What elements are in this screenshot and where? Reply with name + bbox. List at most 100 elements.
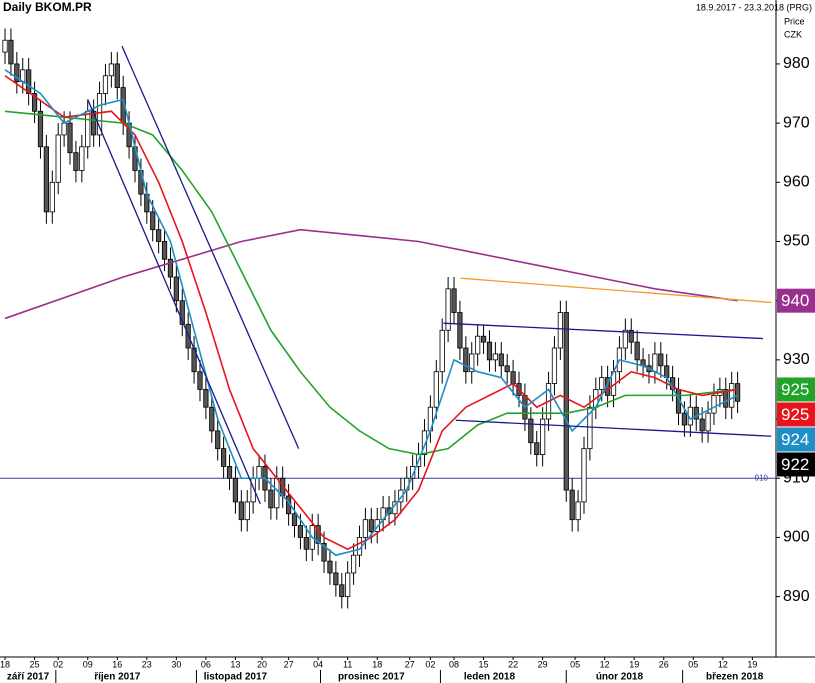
- candle-body: [31, 93, 38, 112]
- date-range: 18.9.2017 - 23.3.2018 (PRG): [696, 2, 812, 12]
- candle-body: [681, 412, 688, 426]
- candle-body: [540, 418, 546, 455]
- x-tick-label: 27: [284, 659, 294, 669]
- candle-body: [256, 466, 262, 479]
- candle-body: [79, 146, 85, 171]
- month-label: březen 2018: [706, 672, 764, 683]
- candle-body: [156, 229, 162, 242]
- candle-body: [179, 300, 185, 325]
- x-tick-label: 16: [112, 659, 122, 669]
- x-tick-label: 18: [372, 659, 382, 669]
- candle-body: [238, 501, 244, 521]
- price-label-box: [777, 377, 815, 402]
- candle-body: [492, 353, 498, 361]
- candle-body: [114, 63, 120, 89]
- candle-body: [563, 312, 569, 491]
- candle-body: [350, 554, 357, 574]
- candle-body: [569, 489, 575, 521]
- price-label-box: [777, 288, 815, 313]
- candle-body: [232, 477, 239, 503]
- x-tick-label: 27: [405, 659, 415, 669]
- candle-body: [61, 122, 67, 136]
- price-label-box: [777, 427, 815, 452]
- candle-body: [173, 276, 179, 302]
- trend-line: [87, 99, 261, 504]
- x-tick-label: 12: [600, 659, 610, 669]
- candle-body: [203, 389, 209, 408]
- candle-body: [226, 466, 233, 479]
- candle-body: [368, 519, 374, 532]
- candle-body: [73, 152, 79, 171]
- candle-body: [705, 412, 711, 432]
- candle-body: [197, 371, 203, 390]
- x-tick-label: 18: [0, 659, 10, 669]
- y-tick-label: 950: [783, 233, 810, 250]
- x-tick-label: 26: [659, 659, 669, 669]
- candle-body: [410, 466, 416, 479]
- candle-body: [693, 406, 699, 420]
- x-tick-label: 05: [688, 659, 698, 669]
- x-tick-label: 11: [343, 659, 352, 669]
- y-unit: CZK: [784, 29, 802, 39]
- y-tick-label: 980: [783, 55, 810, 72]
- candle-body: [268, 489, 274, 509]
- candle-body: [534, 442, 540, 455]
- x-tick-label: 12: [718, 659, 728, 669]
- price-label: 925: [781, 380, 809, 399]
- candle-body: [2, 39, 8, 53]
- chart-title: Daily BKOM.PR: [3, 0, 92, 14]
- candle-body: [445, 288, 451, 331]
- candle-body: [457, 312, 463, 349]
- price-label: 924: [781, 430, 809, 449]
- month-label: prosinec 2017: [338, 672, 405, 683]
- x-tick-label: 25: [30, 659, 40, 669]
- candle-body: [699, 418, 705, 432]
- candle-body: [96, 93, 103, 136]
- candle-body: [333, 572, 339, 586]
- price-label: 925: [781, 405, 809, 424]
- candle-body: [327, 560, 333, 574]
- candle-body: [321, 542, 327, 562]
- candle-body: [161, 241, 168, 260]
- candle-body: [49, 181, 55, 213]
- x-tick-label: 13: [230, 659, 240, 669]
- candle-body: [91, 110, 97, 136]
- candle-body: [463, 347, 469, 373]
- price-label: 940: [781, 291, 809, 310]
- moving-average: [4, 228, 738, 320]
- x-tick-label: 02: [425, 659, 435, 669]
- price-label-box: [777, 452, 815, 477]
- trend-line: [455, 419, 772, 437]
- candle-body: [274, 477, 280, 509]
- candle-body: [469, 353, 475, 373]
- candle-body: [209, 406, 215, 432]
- candle-body: [315, 525, 321, 544]
- y-tick-label: 890: [783, 588, 810, 605]
- x-tick-label: 20: [257, 659, 267, 669]
- candle-body: [486, 341, 493, 361]
- candle-body: [345, 572, 351, 598]
- candle-body: [528, 418, 534, 444]
- month-label: listopad 2017: [204, 672, 268, 683]
- candle-body: [480, 335, 487, 343]
- candle-body: [581, 448, 587, 503]
- x-tick-label: 05: [570, 659, 580, 669]
- candle-body: [433, 371, 439, 408]
- candle-body: [297, 525, 304, 538]
- price-label: 922: [781, 455, 809, 474]
- candle-body: [652, 353, 658, 373]
- x-tick-label: 30: [171, 659, 181, 669]
- x-tick-label: 29: [538, 659, 548, 669]
- trend-line: [460, 277, 772, 304]
- candle-body: [729, 383, 735, 408]
- candle-body: [421, 430, 428, 455]
- candle-body: [664, 365, 670, 379]
- candle-body: [221, 448, 227, 467]
- y-tick-label: 930: [783, 351, 810, 368]
- candle-body: [599, 377, 605, 390]
- candle-body: [551, 347, 558, 384]
- moving-average: [4, 110, 738, 456]
- month-label: leden 2018: [464, 672, 516, 683]
- x-tick-label: 23: [142, 659, 152, 669]
